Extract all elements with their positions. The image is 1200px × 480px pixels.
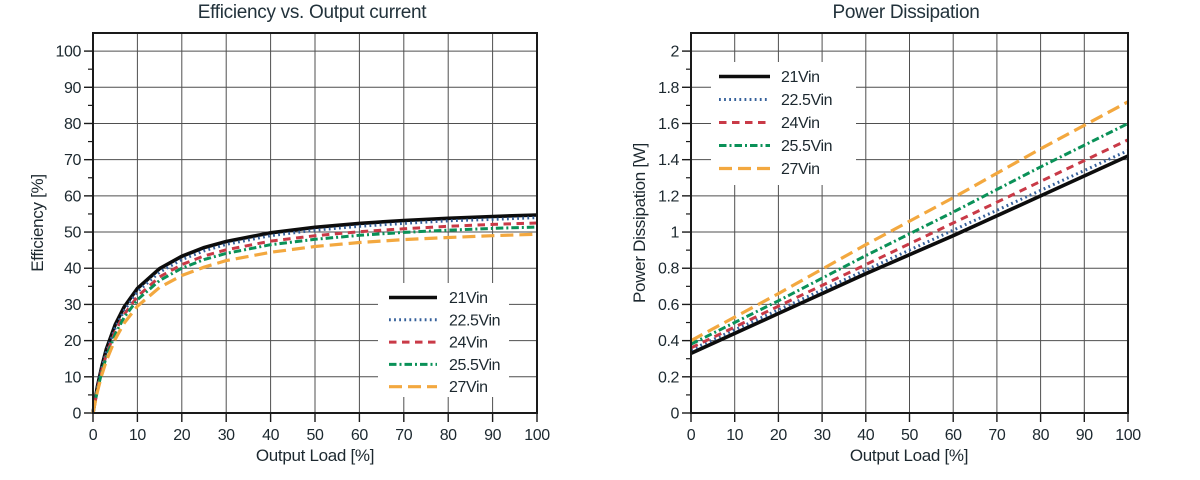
- x-tick-label: 100: [1115, 427, 1141, 444]
- legend-label-25.5Vin: 25.5Vin: [449, 357, 500, 374]
- x-tick-label: 70: [395, 427, 412, 444]
- right-chart: 0 10 20 30 40 50 60 70 80 90 100 0 0.2 0.4 0.6 0.8 1 1.2 1…: [658, 32, 1142, 444]
- series-line-25.5Vin: [91, 225, 538, 414]
- right-chart-title: Power Dissipation: [832, 2, 980, 23]
- y-tick-label: 100: [56, 44, 82, 61]
- series-line-27Vin: [690, 100, 1129, 343]
- legend-label-21Vin: 21Vin: [449, 290, 488, 307]
- x-tick-label: 20: [173, 427, 190, 444]
- legend-label-24Vin: 24Vin: [781, 115, 820, 132]
- legend-label-24Vin: 24Vin: [449, 335, 488, 352]
- x-tick-label: 90: [484, 427, 501, 444]
- y-tick-label: 0: [73, 406, 82, 423]
- x-tick-label: 60: [945, 427, 962, 444]
- y-tick-label: 90: [64, 80, 81, 97]
- y-tick-label: 50: [64, 225, 81, 242]
- y-tick-label: 1.8: [658, 80, 680, 97]
- left-x-axis-label: Output Load [%]: [255, 446, 375, 465]
- y-tick-label: 80: [64, 116, 81, 133]
- y-tick-label: 30: [64, 297, 81, 314]
- x-tick-label: 0: [89, 427, 98, 444]
- y-tick-label: 10: [64, 369, 81, 386]
- x-tick-label: 50: [901, 427, 918, 444]
- y-tick-label: 70: [64, 152, 81, 169]
- y-tick-label: 1.2: [658, 188, 680, 205]
- y-tick-label: 2: [671, 44, 680, 61]
- legend-label-22.5Vin: 22.5Vin: [449, 312, 500, 329]
- left-y-axis-label: Efficiency [%]: [28, 174, 47, 272]
- series-line-27Vin: [91, 232, 538, 414]
- legend-label-27Vin: 27Vin: [449, 379, 488, 396]
- x-tick-label: 40: [262, 427, 279, 444]
- series-line-22.5Vin: [690, 149, 1129, 352]
- legend-label-21Vin: 21Vin: [781, 69, 820, 86]
- series-line-22.5Vin: [91, 216, 538, 414]
- legend-label-22.5Vin: 22.5Vin: [781, 92, 832, 109]
- x-tick-label: 70: [988, 427, 1005, 444]
- x-tick-label: 50: [307, 427, 324, 444]
- right-x-axis-label: Output Load [%]: [849, 446, 969, 465]
- x-tick-label: 90: [1076, 427, 1093, 444]
- x-tick-label: 100: [524, 427, 550, 444]
- y-tick-label: 0.2: [658, 369, 680, 386]
- y-tick-label: 60: [64, 188, 81, 205]
- plot-frame: [690, 32, 1129, 414]
- x-tick-label: 10: [726, 427, 743, 444]
- x-tick-label: 60: [351, 427, 368, 444]
- x-tick-label: 0: [687, 427, 696, 444]
- plot-frame: [92, 32, 538, 414]
- x-tick-label: 10: [129, 427, 146, 444]
- y-tick-label: 40: [64, 261, 81, 278]
- series-line-21Vin: [690, 154, 1129, 355]
- legend-label-27Vin: 27Vin: [781, 161, 820, 178]
- legend-background: [378, 283, 509, 397]
- right-y-axis-label: Power Dissipation [W]: [630, 143, 649, 303]
- series-line-25.5Vin: [690, 122, 1129, 346]
- y-tick-label: 20: [64, 333, 81, 350]
- y-tick-label: 1: [671, 225, 680, 242]
- x-tick-label: 30: [218, 427, 235, 444]
- x-tick-label: 80: [440, 427, 457, 444]
- x-tick-label: 20: [770, 427, 787, 444]
- y-tick-label: 0.6: [658, 297, 680, 314]
- series-line-24Vin: [690, 138, 1129, 350]
- left-chart: 0 10 20 30 40 50 60 70 80 90 100 0 10 20 30 40 50 60 70 80 9…: [56, 32, 551, 444]
- x-tick-label: 40: [857, 427, 874, 444]
- legend-label-25.5Vin: 25.5Vin: [781, 138, 832, 155]
- y-tick-label: 0.4: [658, 333, 680, 350]
- y-tick-label: 1.6: [658, 116, 680, 133]
- y-tick-label: 1.4: [658, 152, 680, 169]
- x-tick-label: 30: [814, 427, 831, 444]
- left-chart-title: Efficiency vs. Output current: [197, 2, 427, 23]
- x-tick-label: 80: [1032, 427, 1049, 444]
- y-tick-label: 0.8: [658, 261, 680, 278]
- y-tick-label: 0: [671, 406, 680, 423]
